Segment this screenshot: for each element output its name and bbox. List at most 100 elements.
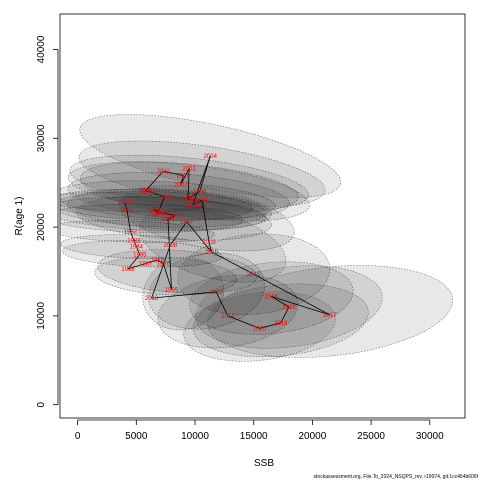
year-label-2018: 2018 [282, 305, 296, 311]
year-label-2015: 2015 [247, 272, 261, 278]
year-label-1996: 1996 [154, 211, 168, 217]
x-axis-title: SSB [254, 458, 274, 469]
year-label-1997: 1997 [180, 220, 194, 226]
confidence-ellipse [192, 283, 369, 358]
year-label-1995: 1995 [168, 214, 182, 220]
trajectory-segment [167, 215, 176, 220]
year-label-1989: 1989 [165, 287, 179, 293]
trajectory-segment [253, 273, 331, 316]
year-label-2006: 2006 [139, 189, 153, 195]
plot-frame [59, 13, 466, 419]
confidence-ellipse [148, 252, 266, 330]
trajectory-segment [145, 170, 164, 191]
year-label-1993: 1993 [147, 207, 161, 213]
x-tick-label: 25000 [357, 431, 385, 442]
year-label-2005: 2005 [195, 198, 209, 204]
x-tick-label: 0 [75, 431, 81, 442]
year-label-1999: 1999 [181, 197, 195, 203]
confidence-ellipse [69, 154, 309, 211]
trajectory-segment [126, 209, 131, 232]
trajectory-segment [135, 246, 141, 255]
year-label-2002: 2002 [186, 203, 200, 209]
trajectory-segment [151, 244, 171, 299]
year-label-2008: 2008 [164, 243, 178, 249]
year-label-1982: 1982 [124, 230, 138, 236]
trajectory-segment [215, 291, 229, 317]
year-labels: 1980198119821983198419851986198719881989… [118, 154, 337, 332]
confidence-ellipse [67, 172, 290, 220]
trajectory-segment [153, 208, 162, 214]
confidence-ellipse [157, 274, 299, 349]
year-label-2001: 2001 [182, 166, 196, 172]
year-label-1980: 1980 [118, 200, 132, 206]
confidence-ellipse [97, 249, 258, 294]
year-label-1990: 1990 [157, 262, 171, 268]
y-tick-label: 30000 [36, 124, 47, 152]
year-label-2020: 2020 [253, 326, 267, 332]
year-label-1988: 1988 [151, 258, 165, 264]
trajectory-segment [160, 212, 176, 216]
trajectory-segment [208, 242, 212, 253]
x-tick-label: 20000 [298, 431, 326, 442]
year-label-2007: 2007 [174, 182, 188, 188]
year-label-1981: 1981 [120, 207, 134, 213]
x-tick-label: 30000 [416, 431, 444, 442]
x-tick-label: 15000 [240, 431, 268, 442]
confidence-ellipse [78, 140, 326, 207]
confidence-ellipse [138, 207, 287, 283]
trajectory-segment [157, 259, 164, 264]
trajectory-segment [170, 221, 188, 246]
confidence-ellipse [189, 261, 354, 335]
trajectory-segment [127, 263, 146, 270]
year-label-1987: 1987 [139, 262, 153, 268]
x-tick-label: 5000 [125, 431, 148, 442]
year-label-1984: 1984 [130, 245, 144, 251]
year-label-1983: 1983 [127, 238, 141, 244]
confidence-ellipse [183, 291, 336, 362]
footer-credit: stockassessment.org, File.To_2024_NSQPS_… [314, 474, 479, 480]
trajectory-segment [259, 322, 281, 329]
trajectory-segment [163, 170, 184, 176]
trajectory-segment [186, 221, 212, 253]
year-label-2013: 2013 [145, 296, 159, 302]
confidence-ellipse [60, 191, 267, 228]
year-label-1986: 1986 [121, 267, 135, 273]
year-label-2010: 2010 [205, 250, 219, 256]
x-axis: 0 5000 10000 15000 20000 25000 30000 [75, 419, 444, 442]
trajectory-segment [227, 315, 260, 329]
year-label-2000: 2000 [177, 174, 191, 180]
year-label-2004: 2004 [204, 154, 218, 160]
trajectory-path [124, 155, 331, 329]
year-label-1991: 1991 [151, 212, 165, 218]
trajectory-segment [280, 306, 290, 324]
year-label-2014: 2014 [221, 314, 235, 320]
confidence-ellipse [68, 161, 299, 213]
year-label-2011: 2011 [157, 169, 171, 175]
y-axis-title: R(age 1) [14, 197, 25, 236]
y-tick-label: 20000 [36, 213, 47, 241]
year-label-2016: 2016 [265, 294, 279, 300]
trajectory-segment [187, 191, 200, 200]
year-label-2019: 2019 [274, 321, 288, 327]
year-label-1998: 1998 [193, 190, 207, 196]
year-label-2003: 2003 [143, 190, 157, 196]
trajectory-segment [187, 168, 190, 199]
confidence-ellipse [118, 185, 295, 252]
trajectory-segment [201, 200, 210, 243]
y-tick-label: 10000 [36, 302, 47, 330]
x-tick-label: 10000 [181, 431, 209, 442]
trajectory-segment [162, 263, 172, 290]
year-label-1994: 1994 [161, 217, 175, 223]
trajectory-segment [211, 251, 254, 275]
trajectory-segment [130, 231, 135, 241]
trajectory-segment [124, 202, 128, 210]
trajectory-segment [149, 191, 165, 198]
trajectory-segment [151, 291, 217, 299]
y-tick-label: 40000 [36, 35, 47, 63]
year-label-2012: 2012 [209, 290, 223, 296]
trajectory-segment [145, 259, 158, 264]
confidence-ellipse [76, 195, 272, 241]
trajectory-segment [127, 254, 141, 270]
